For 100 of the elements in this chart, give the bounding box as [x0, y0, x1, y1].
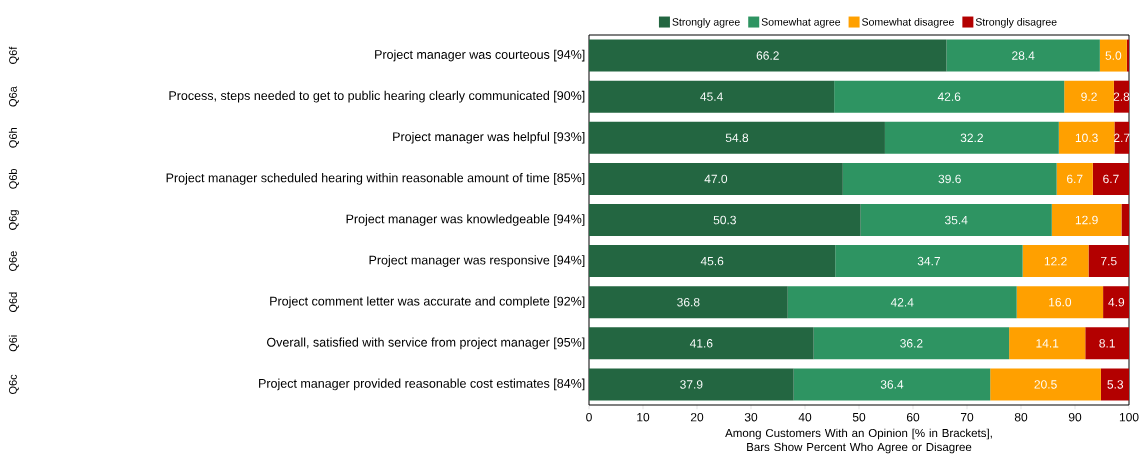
data-label: 7.5 — [1101, 256, 1117, 266]
bar — [842, 162, 1057, 195]
data-label: 5.3 — [1107, 380, 1124, 389]
bar — [1103, 286, 1130, 319]
data-label: 36.4 — [880, 380, 904, 389]
data-label: 42.6 — [937, 92, 961, 101]
bar — [589, 245, 836, 278]
data-label: 32.2 — [960, 133, 983, 143]
data-label: 50.3 — [713, 215, 736, 225]
bar — [1114, 121, 1130, 154]
x-tick-label: 20 — [690, 412, 704, 422]
x-tick-label: 40 — [798, 412, 812, 422]
text: Q6b — [8, 168, 19, 189]
data-label: 35.4 — [944, 215, 968, 225]
y-tick-label: Process, steps needed to get to public hearing clearly communicated [90%] — [169, 90, 585, 103]
x-tick-label: 0 — [586, 412, 592, 422]
bar — [1100, 368, 1130, 401]
y-tick-label: Project manager was courteous [94%] — [375, 49, 585, 62]
data-label: 10.3 — [1075, 133, 1098, 143]
data-label: 45.4 — [700, 92, 723, 101]
y-tick-label: Project manager was responsive [94%] — [369, 255, 585, 267]
data-label: 45.6 — [700, 256, 724, 266]
x-tick-label: 10 — [637, 412, 650, 422]
data-label: 8.1 — [1099, 339, 1115, 348]
bar — [589, 204, 861, 237]
bar — [1092, 162, 1130, 195]
data-label: 9.2 — [1081, 92, 1097, 101]
text: Q6d — [8, 292, 19, 313]
text: Q6f — [8, 46, 19, 64]
data-label: 2.7 — [1113, 133, 1130, 142]
bar — [1088, 245, 1130, 278]
data-label: 42.4 — [890, 298, 914, 307]
x-tick-label: 100 — [1119, 412, 1139, 422]
text: Q6i — [8, 335, 19, 352]
bar — [589, 327, 814, 360]
bar — [1099, 39, 1127, 72]
data-label: 20.5 — [1034, 380, 1057, 389]
bar — [793, 368, 991, 401]
bar — [1126, 39, 1130, 72]
bar — [1058, 121, 1115, 154]
legend-label: Somewhat agree — [761, 17, 841, 28]
legend-label: Strongly agree — [672, 17, 740, 28]
data-label: 54.8 — [725, 133, 749, 143]
bar — [589, 121, 885, 154]
bar — [1009, 327, 1086, 360]
y-tick-label: Project manager scheduled hearing within reasonable amount of time [85%] — [166, 173, 585, 185]
data-label: 36.8 — [677, 297, 700, 307]
data-label: 6.7 — [1067, 174, 1083, 184]
x-tick-label: 90 — [1068, 412, 1082, 422]
data-label: 16.0 — [1049, 297, 1072, 307]
data-label: 12.9 — [1075, 215, 1098, 225]
data-label: 14.1 — [1036, 339, 1059, 348]
text: Q6g — [8, 210, 19, 230]
data-label: 36.2 — [900, 339, 923, 348]
bar — [589, 39, 947, 72]
legend-label: Somewhat disagree — [862, 17, 954, 28]
bar — [1016, 286, 1104, 319]
bar — [813, 327, 1010, 360]
y-tick-label: Project manager provided reasonable cost estimates [84%] — [259, 378, 585, 391]
data-label: 47.0 — [704, 174, 728, 184]
data-label: 12.2 — [1044, 256, 1067, 266]
data-label: 5.0 — [1105, 51, 1122, 60]
bar — [589, 80, 835, 113]
x-tick-label: 60 — [906, 412, 920, 422]
bar — [787, 286, 1017, 319]
text: Q6a — [9, 86, 19, 107]
bar — [1056, 162, 1093, 195]
y-tick-label: Project comment letter was accurate and complete [92%] — [270, 296, 585, 309]
text: Q6e — [9, 251, 19, 271]
data-label: 39.6 — [938, 174, 961, 184]
bar — [834, 80, 1065, 113]
x-tick-label: 30 — [744, 412, 758, 422]
bar — [835, 245, 1023, 278]
bar — [1085, 327, 1130, 360]
y-tick-label: Project manager was helpful [93%] — [393, 131, 585, 144]
data-label: 41.6 — [689, 339, 713, 348]
x-tick-label: 70 — [960, 412, 974, 422]
y-tick-label: Project manager was knowledgeable [94%] — [346, 214, 585, 226]
bar — [884, 121, 1059, 154]
data-label: 34.7 — [917, 256, 941, 266]
bar — [1051, 204, 1122, 237]
data-label: 4.9 — [1108, 297, 1125, 307]
y-tick-label: Overall, satisfied with service from project manager [95%] — [267, 337, 585, 350]
bar — [946, 39, 1100, 72]
bar — [1064, 80, 1114, 113]
bar — [1121, 204, 1130, 237]
text: Q6c — [9, 374, 19, 395]
data-label: 6.7 — [1103, 174, 1119, 184]
x-tick-label: 50 — [852, 412, 866, 422]
text: Q6h — [8, 128, 19, 148]
bar — [589, 368, 794, 401]
bar — [589, 286, 788, 319]
data-label: 28.4 — [1012, 51, 1035, 60]
bar — [860, 204, 1052, 237]
data-label: 37.9 — [680, 380, 703, 389]
bar — [589, 162, 843, 195]
x-tick-label: 80 — [1014, 412, 1028, 422]
legend-label: Strongly disagree — [975, 17, 1057, 28]
x-axis-title: Among Customers With an Opinion [% in Brackets], Bars Show Percent Who Agree or Disagree — [725, 428, 992, 454]
bar — [1022, 245, 1089, 278]
